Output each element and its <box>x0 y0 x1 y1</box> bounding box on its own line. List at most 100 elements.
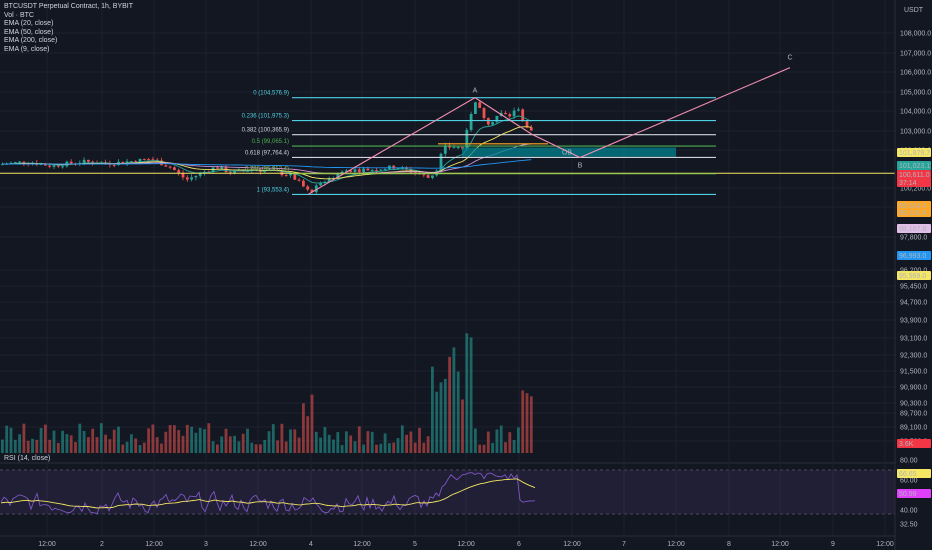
candle-body <box>456 147 460 149</box>
legend-ema20[interactable]: EMA (20, close) <box>4 20 54 28</box>
candle-body <box>185 177 189 180</box>
volume-bar <box>125 441 129 453</box>
candle-body <box>289 173 292 176</box>
candle-body <box>357 169 361 173</box>
price-tick-label: 100,200.0 <box>900 186 931 193</box>
volume-bar <box>482 444 486 453</box>
candle-body <box>22 161 26 164</box>
candle-body <box>220 166 224 169</box>
candle-body <box>1 164 4 166</box>
volume-bar <box>478 444 482 453</box>
legend-ema9[interactable]: EMA (9, close) <box>4 45 50 53</box>
price-tag: 50.99 <box>899 491 917 498</box>
time-tick-label: 12:00 <box>249 541 267 548</box>
volume-bar <box>61 430 64 453</box>
fib-label: 0.618 (97,764.4) <box>245 150 289 156</box>
price-tag-bg <box>897 161 931 170</box>
price-tick-label: 93,900.0 <box>900 318 927 325</box>
time-axis[interactable]: 12:00 2 12:00 3 12:00 4 12:00 5 12:00 6 12:00 7 12:0… <box>38 541 894 548</box>
volume-bar <box>56 443 60 453</box>
wave-path <box>307 67 791 195</box>
candle-body <box>69 161 73 164</box>
volume-bar <box>130 434 133 453</box>
candle-body <box>44 163 47 166</box>
price-tags: 101,879.7 101,023.1 100,611.037:14 99,324.4… <box>897 148 931 498</box>
time-tick-label: 12:00 <box>667 541 685 548</box>
wave-label: B <box>578 162 583 169</box>
volume-bar <box>529 396 533 453</box>
candle-body <box>9 162 13 164</box>
volume-bar <box>181 435 185 453</box>
volume-bar <box>134 438 138 453</box>
rsi-legend[interactable]: RSI (14, close) <box>4 455 51 462</box>
legend-ema50[interactable]: EMA (50, close) <box>4 28 54 36</box>
volume-bar <box>405 434 408 453</box>
candle-body <box>168 166 172 168</box>
chart-legend: BTCUSDT Perpetual Contract, 1h, BYBIT Vo… <box>4 3 133 55</box>
volume-bar <box>78 423 82 453</box>
time-tick-label: 7 <box>622 541 626 548</box>
price-tag: 101,879.7 <box>899 150 930 157</box>
volume-bar <box>220 436 224 453</box>
volume-bar <box>289 429 292 453</box>
volume-bar <box>370 431 374 453</box>
price-tag: 95,969.0 <box>899 273 926 280</box>
volume-bar <box>259 444 262 453</box>
candle-body <box>439 153 443 171</box>
volume-bar <box>44 424 47 453</box>
price-tag: 37:14 <box>899 180 917 187</box>
price-tick-label: 89,700.0 <box>900 411 927 418</box>
candle-body <box>87 159 90 162</box>
candle-body <box>508 114 512 117</box>
candle-body <box>529 127 533 131</box>
candle-body <box>18 161 21 163</box>
wave-label: C <box>787 55 792 62</box>
order-block-label: OB <box>562 149 572 156</box>
symbol-title[interactable]: BTCUSDT Perpetual Contract, 1h, BYBIT <box>4 3 134 10</box>
volume-bar <box>431 366 434 453</box>
volume-bar <box>297 437 301 453</box>
volume-bar <box>250 442 254 453</box>
candle-body <box>521 109 525 122</box>
candle-body <box>323 181 327 183</box>
volume-bar <box>323 427 327 453</box>
volume-bar <box>237 441 241 453</box>
volume-bar <box>366 431 370 453</box>
time-tick-label: 12:00 <box>38 541 56 548</box>
volume-bar <box>435 391 439 453</box>
volume-bar <box>26 440 30 453</box>
candle-body <box>56 165 60 167</box>
volume-bar <box>173 425 176 453</box>
volume-bar <box>117 426 120 453</box>
price-tick-label: 90,300.0 <box>900 401 927 408</box>
legend-volume[interactable]: Vol · BTC <box>4 11 34 19</box>
price-tag: 66.65 <box>899 471 917 478</box>
candle-body <box>61 166 64 168</box>
candle-body <box>478 102 482 109</box>
candle-body <box>345 170 348 172</box>
volume-bar <box>443 378 447 453</box>
candle-body <box>130 161 133 163</box>
candle-body <box>138 158 142 163</box>
volume-bar <box>310 394 314 453</box>
volume-bar <box>469 337 473 453</box>
volume-bar <box>228 436 232 453</box>
volume-bar <box>413 442 417 453</box>
candle-body <box>52 165 56 167</box>
candle-body <box>310 189 314 193</box>
volume-bar <box>121 444 125 453</box>
volume-bar <box>271 424 275 453</box>
price-tag-bg <box>897 208 931 217</box>
legend-ema200[interactable]: EMA (200, close) <box>4 37 58 45</box>
volume-bar <box>91 428 95 453</box>
candle-body <box>216 167 219 169</box>
candle-body <box>263 170 267 172</box>
candle-body <box>495 115 499 123</box>
abc-pattern: A B C OB <box>307 55 793 195</box>
time-tick-label: 9 <box>831 541 835 548</box>
volume-bar <box>160 443 163 453</box>
volume-bar <box>267 431 271 453</box>
wave-label: A <box>473 88 478 95</box>
volume-bar <box>104 434 107 453</box>
